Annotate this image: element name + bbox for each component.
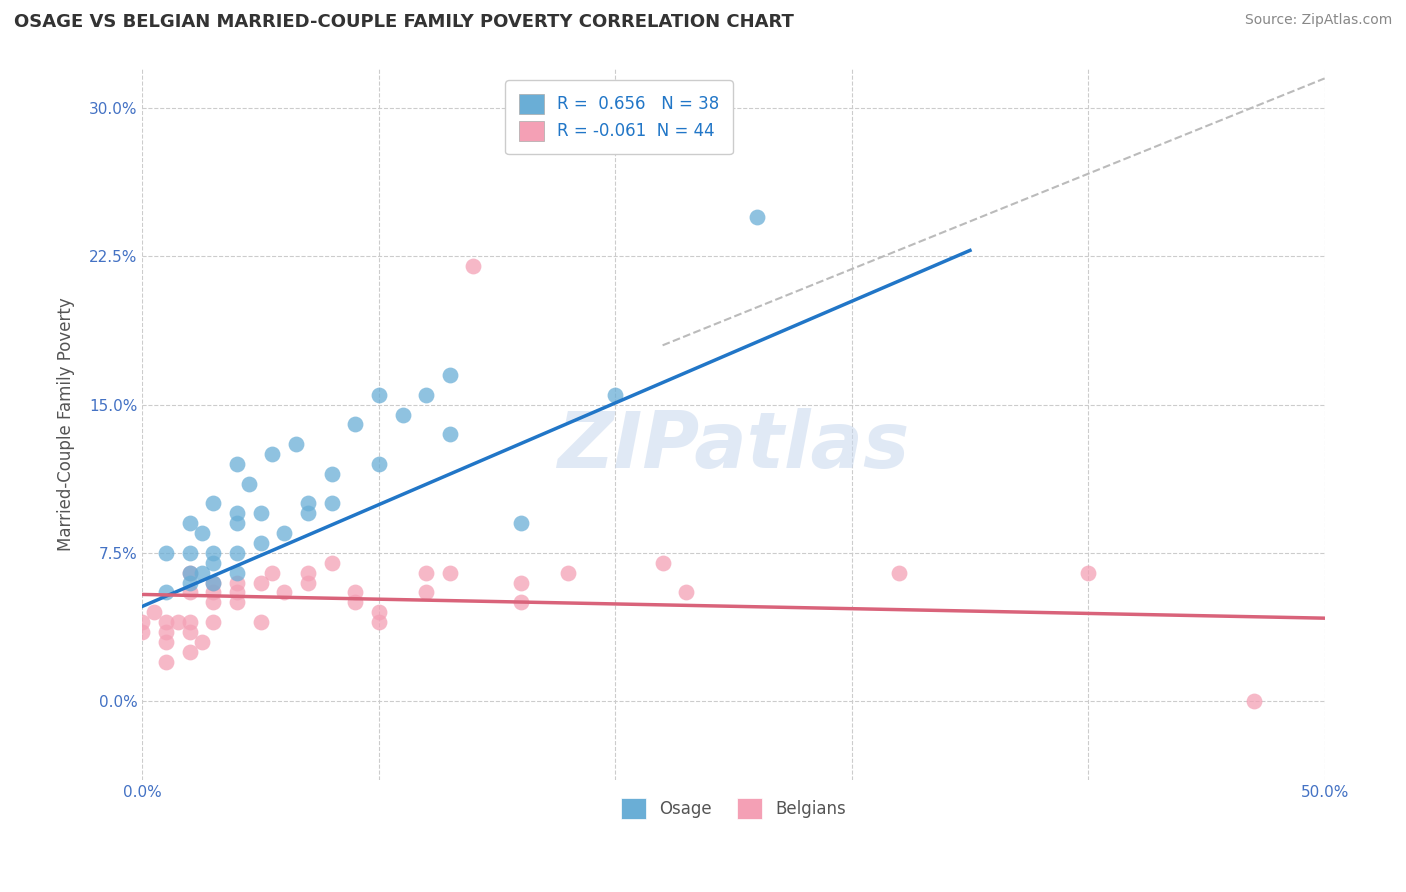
Point [367,388,389,402]
Point [321,467,343,481]
Text: ZIPatlas: ZIPatlas [557,408,910,483]
Point [179,546,201,560]
Point [285,437,308,451]
Point [131,615,153,629]
Point [415,388,437,402]
Point [179,566,201,580]
Point [439,368,461,382]
Point [155,546,177,560]
Point [249,507,271,521]
Point [262,566,284,580]
Point [297,575,319,590]
Point [202,575,225,590]
Point [415,585,437,599]
Point [651,556,673,570]
Y-axis label: Married-Couple Family Poverty: Married-Couple Family Poverty [58,298,75,551]
Point [463,259,485,273]
Point [1243,694,1265,708]
Point [439,566,461,580]
Point [367,605,389,619]
Point [226,457,249,471]
Point [226,546,249,560]
Point [262,447,284,461]
Point [155,625,177,640]
Point [202,615,225,629]
Point [179,575,201,590]
Point [509,130,531,145]
Point [179,566,201,580]
Point [509,595,531,609]
Point [226,516,249,531]
Point [249,575,271,590]
Point [605,388,627,402]
Point [344,595,367,609]
Point [143,605,166,619]
Point [190,635,212,649]
Point [887,566,910,580]
Point [1077,566,1099,580]
Text: OSAGE VS BELGIAN MARRIED-COUPLE FAMILY POVERTY CORRELATION CHART: OSAGE VS BELGIAN MARRIED-COUPLE FAMILY P… [14,13,794,31]
Point [131,625,153,640]
Point [509,516,531,531]
Point [155,655,177,669]
Point [226,507,249,521]
Point [344,585,367,599]
Point [179,615,201,629]
Point [202,595,225,609]
Point [321,496,343,510]
Point [439,427,461,442]
Point [179,625,201,640]
Point [155,585,177,599]
Point [226,595,249,609]
Point [238,476,260,491]
Point [190,526,212,541]
Point [675,585,697,599]
Point [249,615,271,629]
Point [321,556,343,570]
Point [391,408,413,422]
Point [155,615,177,629]
Point [273,526,295,541]
Point [155,635,177,649]
Point [249,536,271,550]
Point [367,457,389,471]
Point [190,566,212,580]
Point [557,566,579,580]
Point [202,556,225,570]
Point [226,585,249,599]
Legend: Osage, Belgians: Osage, Belgians [614,792,852,825]
Point [167,615,190,629]
Point [367,615,389,629]
Point [273,585,295,599]
Point [179,516,201,531]
Point [226,566,249,580]
Text: Source: ZipAtlas.com: Source: ZipAtlas.com [1244,13,1392,28]
Point [747,210,769,224]
Point [202,546,225,560]
Point [344,417,367,432]
Point [202,575,225,590]
Point [415,566,437,580]
Point [297,566,319,580]
Point [297,496,319,510]
Point [202,585,225,599]
Point [202,496,225,510]
Point [509,575,531,590]
Point [226,575,249,590]
Point [297,507,319,521]
Point [179,645,201,659]
Point [179,585,201,599]
